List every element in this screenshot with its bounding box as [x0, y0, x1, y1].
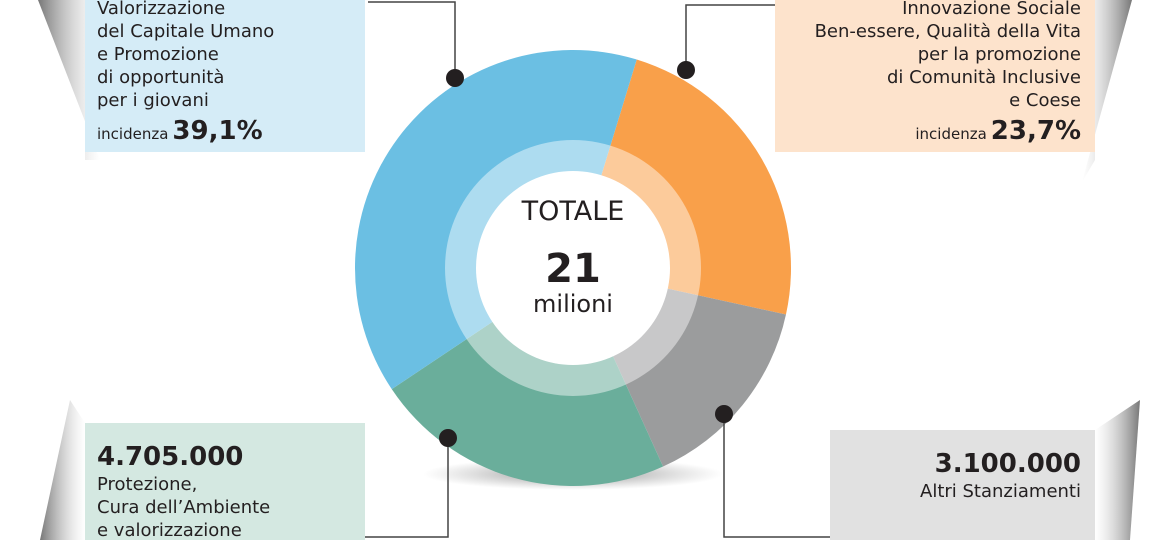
connector — [685, 4, 775, 70]
value-label: 23,7% — [990, 116, 1081, 146]
label-box: Valorizzazione del Capitale Umano e Prom… — [85, 0, 365, 152]
dot — [446, 69, 464, 87]
category-label: Protezione, Cura dell’Ambiente e valoriz… — [97, 474, 271, 540]
connector — [365, 438, 449, 538]
dots — [439, 61, 733, 447]
value-prefix: incidenza — [97, 125, 169, 143]
share: incidenza 39,1% — [97, 118, 365, 146]
connector — [723, 414, 830, 538]
share: incidenza 23,7% — [915, 118, 1081, 146]
total: 21 — [545, 246, 601, 292]
amount: 3.100.000 — [934, 449, 1081, 479]
label-box: Innovazione Sociale Ben-essere, Qualità … — [775, 0, 1095, 152]
amount: 4.705.000 — [97, 442, 244, 472]
dot — [439, 429, 457, 447]
center — [476, 171, 670, 365]
value-prefix: incidenza — [915, 125, 987, 143]
category-label: Innovazione Sociale Ben-essere, Qualità … — [814, 0, 1081, 111]
dot — [677, 61, 695, 79]
total-unit: milioni — [533, 290, 613, 318]
decor — [38, 0, 100, 160]
connectors — [365, 1, 830, 538]
label-box: 4.705.000 Protezione, Cura dell’Ambiente… — [85, 423, 365, 540]
center-title: TOTALE — [521, 196, 625, 227]
category-label: Altri Stanziamenti — [920, 481, 1081, 502]
decor — [1095, 400, 1140, 540]
category-label: Valorizzazione del Capitale Umano e Prom… — [97, 0, 275, 111]
connector — [368, 1, 456, 78]
dot — [715, 405, 733, 423]
decor — [40, 400, 85, 540]
value-label: 39,1% — [172, 116, 263, 146]
label-box: 3.100.000 Altri Stanziamenti — [830, 430, 1095, 540]
